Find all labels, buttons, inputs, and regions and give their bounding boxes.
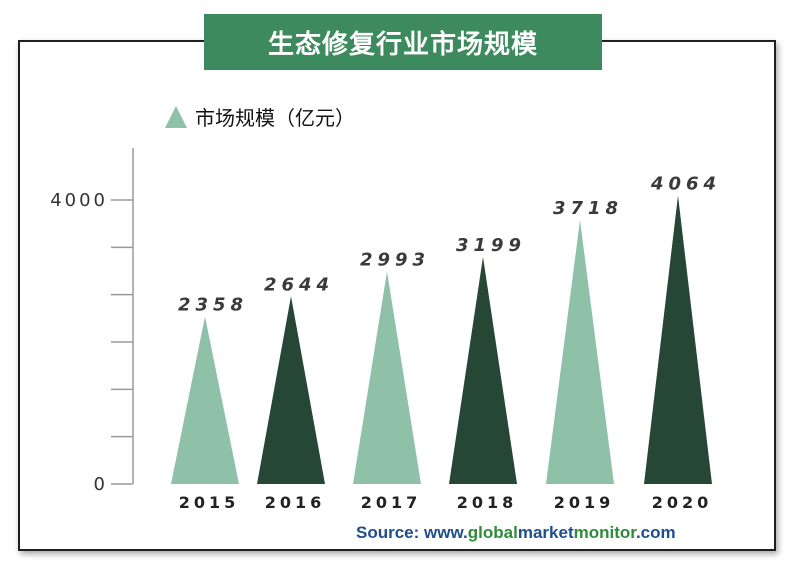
x-tick-label-2016: 2016	[265, 493, 326, 512]
source-credit: Source: www.globalmarketmonitor.com	[356, 523, 676, 543]
x-tick-label-2020: 2020	[652, 493, 713, 512]
bar-2018	[449, 256, 517, 484]
data-label-2018: 3199	[456, 235, 526, 256]
x-tick-label-2015: 2015	[179, 493, 240, 512]
data-label-2016: 2644	[264, 274, 334, 295]
x-tick-label-2018: 2018	[457, 493, 518, 512]
bar-2015	[171, 316, 239, 484]
data-label-2015: 2358	[178, 295, 248, 316]
source-market: market	[517, 523, 574, 542]
legend: 市场规模（亿元）	[165, 102, 355, 131]
source-global: global	[467, 523, 518, 542]
source-prefix: Source: www.	[356, 523, 468, 542]
bar-2020	[644, 195, 712, 484]
source-monitor: monitor	[573, 523, 636, 542]
source-suffix: .com	[635, 523, 676, 542]
bar-2016	[257, 296, 325, 484]
bar-2017	[353, 271, 421, 484]
chart-title: 生态修复行业市场规模	[204, 14, 602, 70]
y-tick-label: 4000	[50, 190, 108, 211]
legend-triangle-icon	[165, 105, 187, 128]
x-tick-label-2019: 2019	[554, 493, 615, 512]
legend-label: 市场规模（亿元）	[195, 106, 355, 130]
data-label-2017: 2993	[360, 249, 430, 270]
x-tick-label-2017: 2017	[361, 493, 422, 512]
data-label-2020: 4064	[650, 173, 721, 194]
bar-2019	[546, 220, 614, 484]
data-label-2019: 3718	[553, 198, 623, 219]
y-tick-label: 0	[94, 474, 108, 495]
